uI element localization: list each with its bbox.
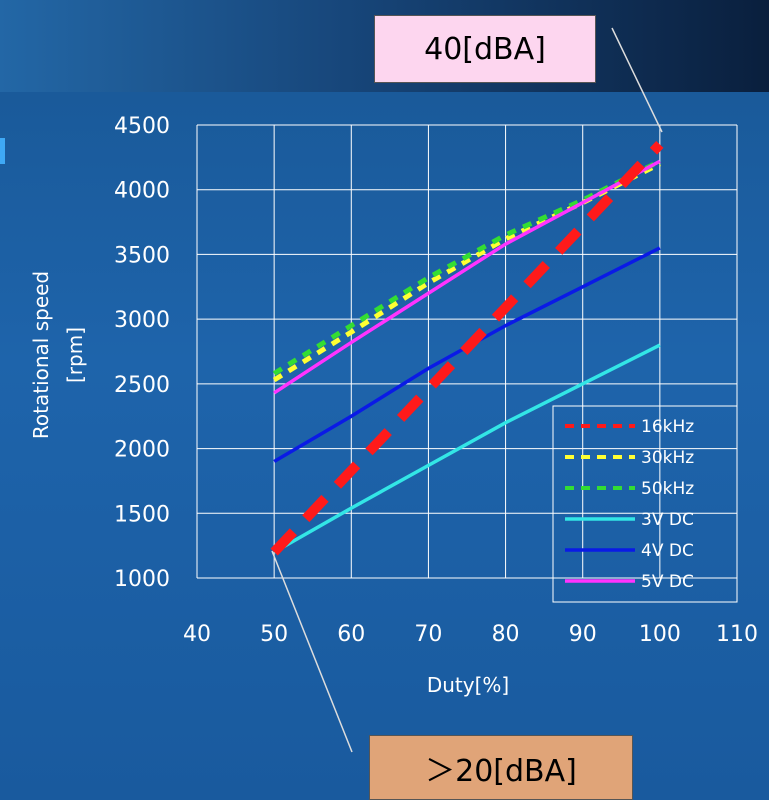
y-tick-label: 1500 (114, 502, 170, 527)
y-tick-label: 2000 (114, 438, 170, 463)
y-tick-label: 2500 (114, 373, 170, 398)
y-tick-label: 3500 (114, 243, 170, 268)
series-line-5v-dc (273, 159, 661, 395)
y-tick-label: 4500 (114, 114, 170, 139)
legend-label: 4V DC (641, 541, 694, 561)
chart-legend: 16kHz 30kHz 50kHz 3V DC 4V DC 5V DC (552, 405, 738, 603)
y-tick-label: 1000 (114, 567, 170, 592)
x-tick-label: 90 (569, 622, 597, 647)
x-tick-label: 100 (639, 622, 681, 647)
x-axis-title: Duty[%] (427, 673, 509, 697)
legend-label: 5V DC (641, 572, 694, 592)
legend-label: 50kHz (641, 479, 694, 499)
chart-axis-titles: Duty[%] Rotational speed [rpm] (29, 271, 509, 697)
chart-series (270, 140, 664, 556)
x-tick-label: 80 (492, 622, 520, 647)
x-tick-label: 70 (414, 622, 442, 647)
legend-label: 3V DC (641, 510, 694, 530)
series-line-3v-dc (273, 343, 661, 554)
y-tick-label: 3000 (114, 308, 170, 333)
y-axis-title: Rotational speed [rpm] (29, 271, 87, 439)
y-tick-label: 4000 (114, 179, 170, 204)
noise-callout-bottom: ＞20[dBA] (369, 735, 633, 800)
series-line-16khz (270, 140, 664, 556)
callout-leader-lines (271, 27, 663, 753)
series-line-50khz (272, 159, 661, 376)
slide-accent-marker (0, 138, 5, 164)
chart-tick-labels: 40 50 60 70 80 90 100 110 1000 1500 2000 2500 3000 35… (114, 114, 758, 647)
x-tick-label: 110 (716, 622, 758, 647)
callout-top-leader (611, 27, 663, 133)
x-tick-label: 60 (337, 622, 365, 647)
x-tick-label: 40 (183, 622, 211, 647)
x-tick-label: 50 (260, 622, 288, 647)
callout-bottom-leader (271, 550, 353, 753)
noise-callout-top: 40[dBA] (374, 15, 596, 83)
legend-label: 30kHz (641, 448, 694, 468)
series-line-30khz (272, 161, 661, 383)
legend-box (552, 405, 738, 603)
legend-label: 16kHz (641, 417, 694, 437)
